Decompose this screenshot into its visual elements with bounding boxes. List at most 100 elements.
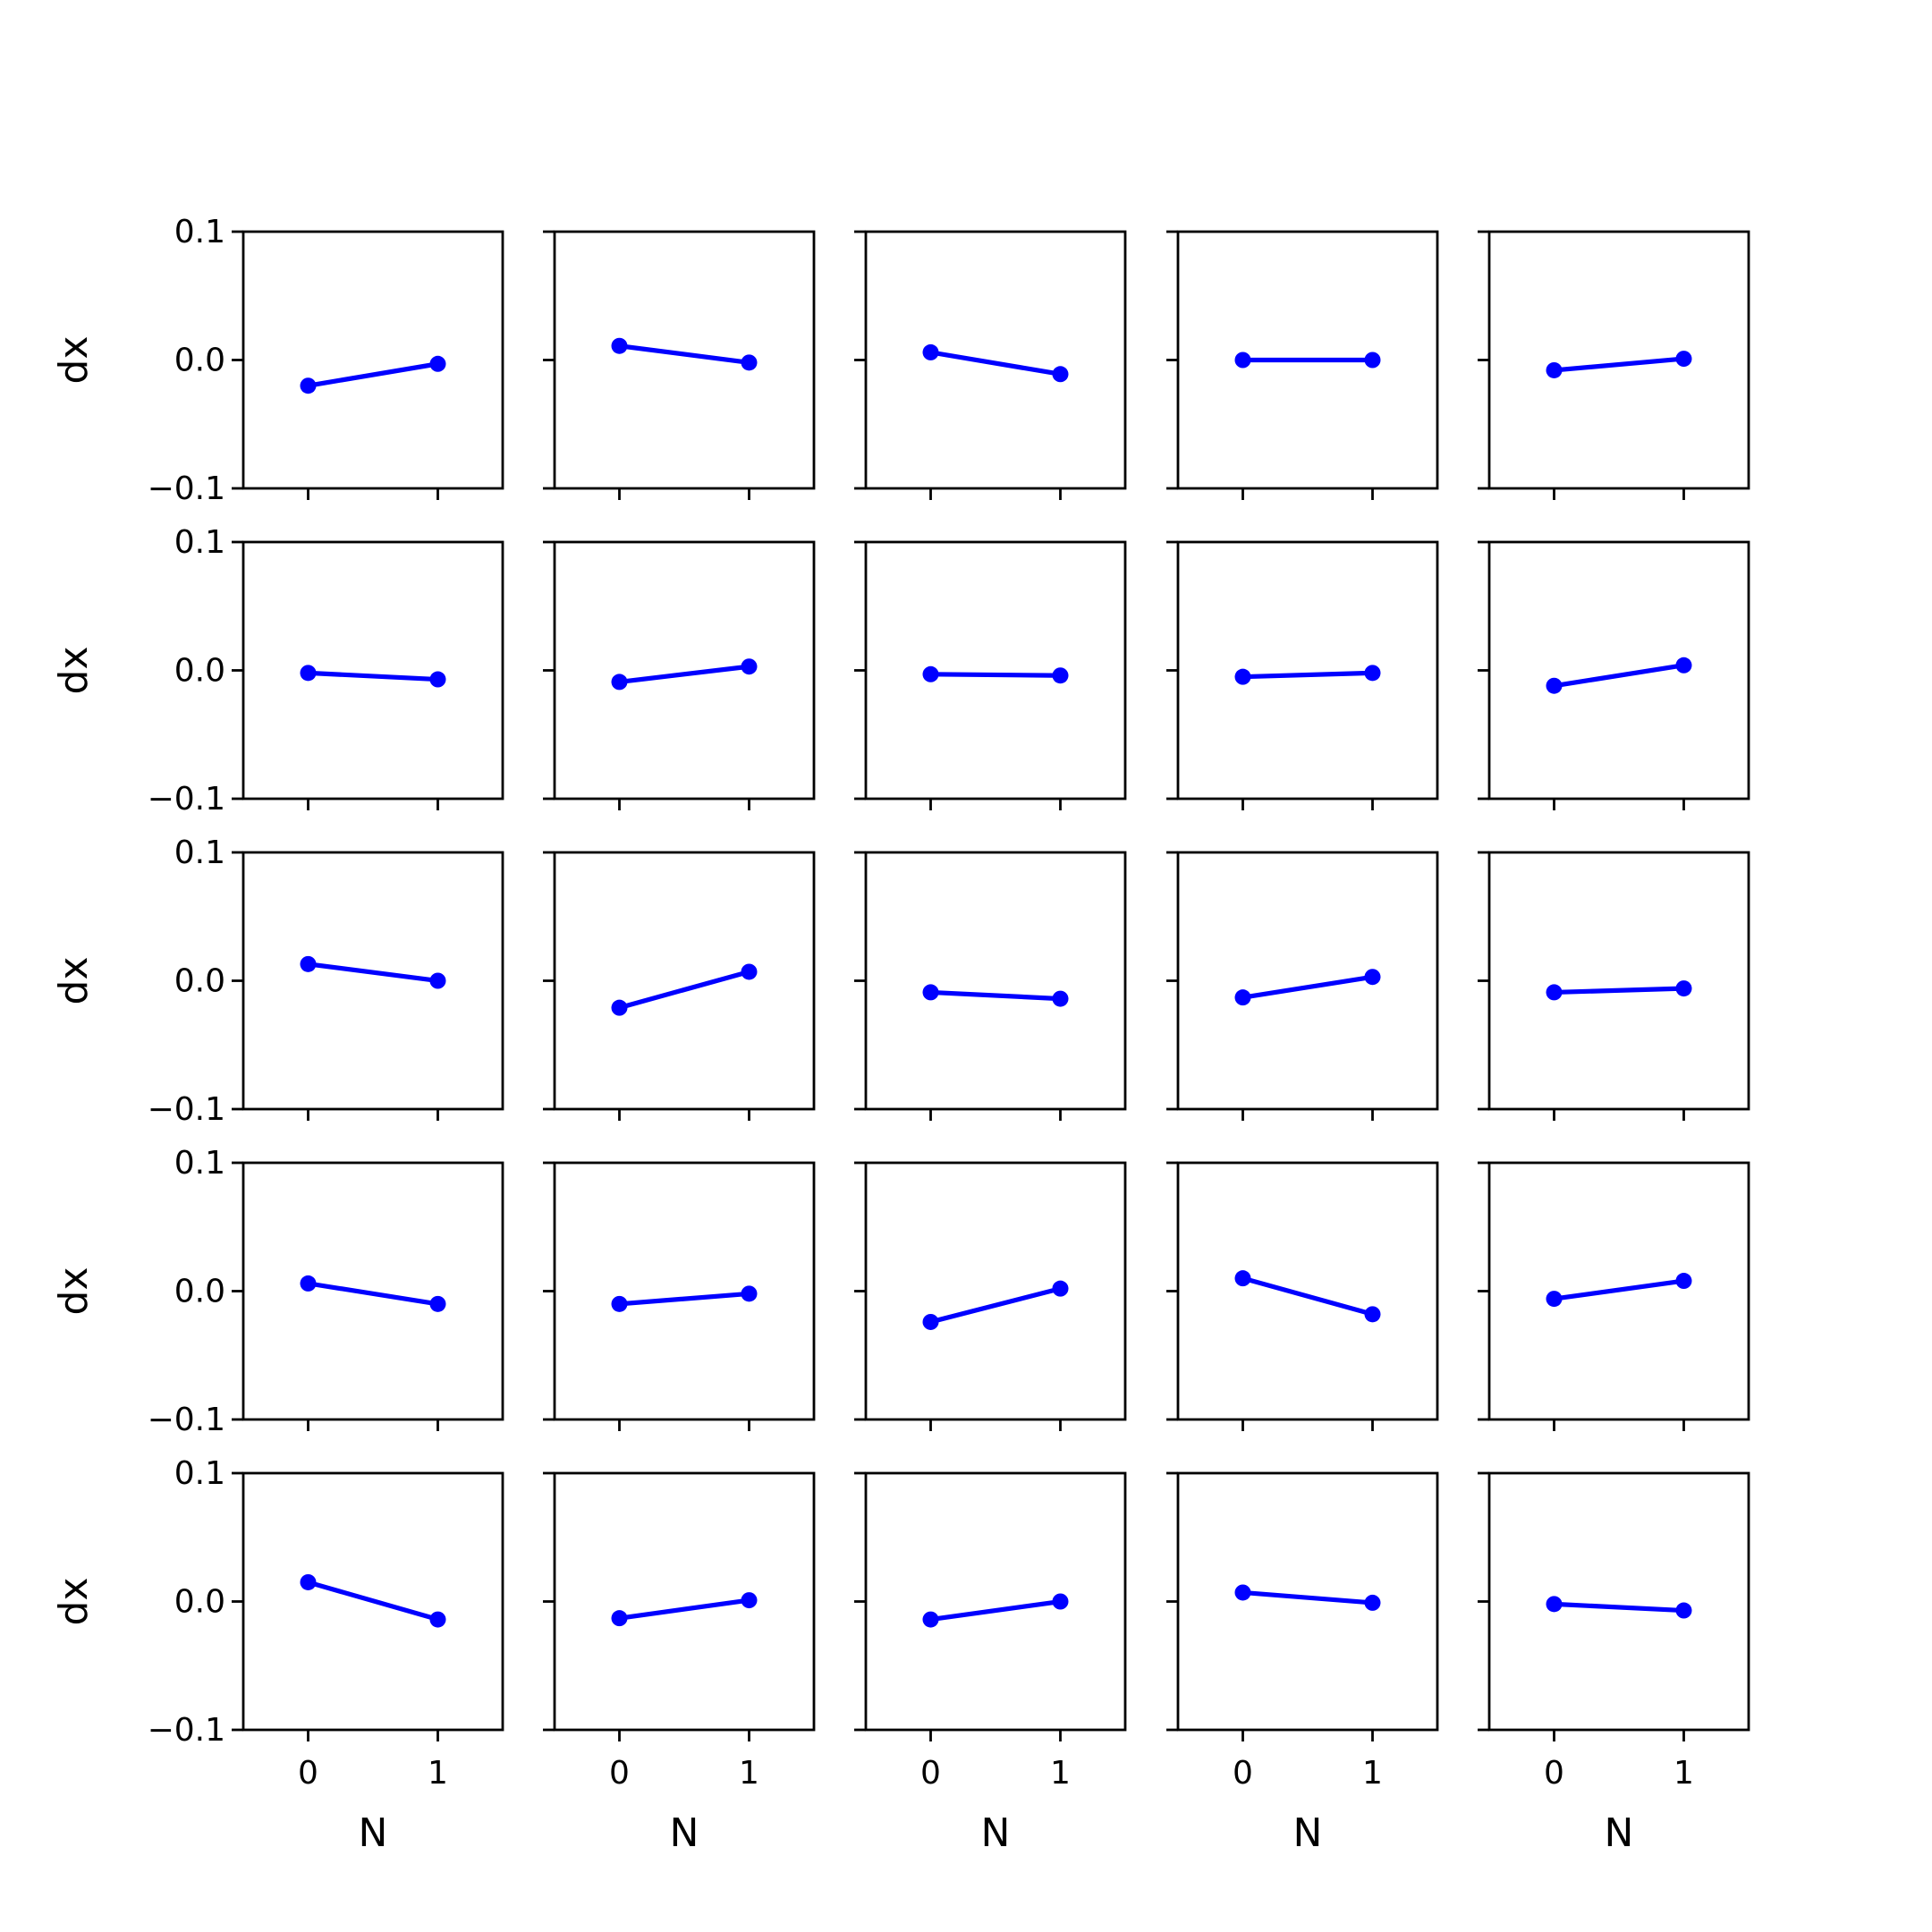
panel xyxy=(543,1161,816,1431)
data-point xyxy=(922,343,939,360)
y-axis-label: dx xyxy=(51,1267,97,1316)
data-point xyxy=(611,337,628,354)
y-tick-label: 0.1 xyxy=(174,1455,225,1492)
panel: 0 1 N xyxy=(543,1471,816,1856)
panel-frame xyxy=(242,851,504,1111)
y-tick-label: 0.0 xyxy=(174,963,225,1000)
x-tick-label: 1 xyxy=(1674,1755,1694,1792)
y-tick-label: −0.1 xyxy=(148,470,225,507)
x-axis-label: N xyxy=(359,1810,388,1856)
series-line xyxy=(1551,1601,1687,1614)
y-tick-label: −0.1 xyxy=(148,781,225,818)
x-tick-label: 0 xyxy=(920,1755,941,1792)
series-line xyxy=(1551,662,1687,689)
x-axis-label: N xyxy=(981,1810,1011,1856)
data-point xyxy=(1234,989,1251,1006)
panel: 0.1 0.0 −0.1 dx xyxy=(51,1145,504,1438)
panel xyxy=(854,851,1127,1121)
panel-frame xyxy=(553,230,816,490)
data-point xyxy=(1234,668,1251,685)
data-point xyxy=(429,1611,446,1628)
panel-frame xyxy=(1176,851,1439,1111)
x-tick-label: 0 xyxy=(1544,1755,1564,1792)
series-line xyxy=(1551,356,1687,373)
series-line xyxy=(305,670,441,682)
data-point xyxy=(1675,1602,1692,1619)
series-line xyxy=(616,664,752,685)
data-point xyxy=(611,674,628,691)
y-axis-label: dx xyxy=(51,647,97,695)
y-tick-label: 0.1 xyxy=(174,1145,225,1182)
series-line xyxy=(928,349,1063,377)
series-line xyxy=(1240,1275,1376,1318)
data-point xyxy=(922,1313,939,1330)
x-tick-label: 1 xyxy=(1362,1755,1383,1792)
series-line xyxy=(616,1291,752,1307)
data-point xyxy=(741,658,758,675)
series-line xyxy=(616,1597,752,1622)
panel-frame xyxy=(242,540,504,801)
panel: 0.1 0.0 −0.1 dx xyxy=(51,835,504,1128)
data-point xyxy=(1052,1593,1069,1610)
panel-frame xyxy=(1487,851,1750,1111)
data-point xyxy=(1234,1584,1251,1601)
y-tick-label: 0.1 xyxy=(174,214,225,250)
y-tick-label: −0.1 xyxy=(148,1091,225,1128)
data-point xyxy=(1364,969,1381,986)
series-line xyxy=(616,343,752,366)
panel-frame xyxy=(1176,1471,1439,1732)
x-tick-label: 1 xyxy=(739,1755,759,1792)
series-line xyxy=(928,1285,1063,1326)
data-point xyxy=(741,354,758,371)
data-point xyxy=(1546,1291,1563,1308)
panel: 0 1 N xyxy=(1478,1471,1750,1856)
data-point xyxy=(1052,366,1069,383)
y-axis-label: dx xyxy=(51,957,97,1005)
y-tick-label: −0.1 xyxy=(148,1402,225,1438)
panel xyxy=(1166,851,1439,1121)
y-tick-label: 0.0 xyxy=(174,1584,225,1621)
x-axis-label: N xyxy=(1293,1810,1323,1856)
panel-frame xyxy=(864,540,1127,801)
panel xyxy=(543,851,816,1121)
x-tick-label: 0 xyxy=(1233,1755,1253,1792)
data-point xyxy=(741,1592,758,1609)
panel xyxy=(854,540,1127,810)
panel-frame xyxy=(1487,540,1750,801)
series-line xyxy=(616,969,752,1011)
panel-grid: 0.10.0−0.1dx0.10.0−0.1dx0.10.0−0.1dx0.10… xyxy=(51,214,1750,1856)
series-line xyxy=(305,961,441,984)
panel xyxy=(1478,540,1750,810)
data-point xyxy=(1364,352,1381,369)
panel: 0.1 0.0 −0.1 dx xyxy=(51,524,504,818)
series-line xyxy=(928,1598,1063,1623)
y-tick-label: 0.1 xyxy=(174,835,225,871)
panel-frame xyxy=(242,230,504,490)
panel xyxy=(543,230,816,500)
panel-frame xyxy=(864,851,1127,1111)
data-point xyxy=(1675,1273,1692,1290)
x-axis-label: N xyxy=(1605,1810,1634,1856)
data-point xyxy=(1546,677,1563,694)
data-point xyxy=(922,1611,939,1628)
panel-frame xyxy=(864,1161,1127,1421)
data-point xyxy=(300,665,317,682)
data-point xyxy=(300,955,317,972)
panel-frame xyxy=(864,1471,1127,1732)
panel xyxy=(1166,230,1439,500)
data-point xyxy=(1675,657,1692,674)
y-tick-label: 0.1 xyxy=(174,524,225,561)
data-point xyxy=(741,963,758,980)
panel xyxy=(854,1161,1127,1431)
panel xyxy=(1166,540,1439,810)
panel xyxy=(854,230,1127,500)
data-point xyxy=(429,1295,446,1312)
data-point xyxy=(611,999,628,1016)
data-point xyxy=(1675,351,1692,368)
panel-frame xyxy=(1176,1161,1439,1421)
x-tick-label: 1 xyxy=(428,1755,448,1792)
series-line xyxy=(1240,1589,1376,1606)
y-axis-label: dx xyxy=(51,336,97,385)
x-tick-label: 0 xyxy=(298,1755,318,1792)
